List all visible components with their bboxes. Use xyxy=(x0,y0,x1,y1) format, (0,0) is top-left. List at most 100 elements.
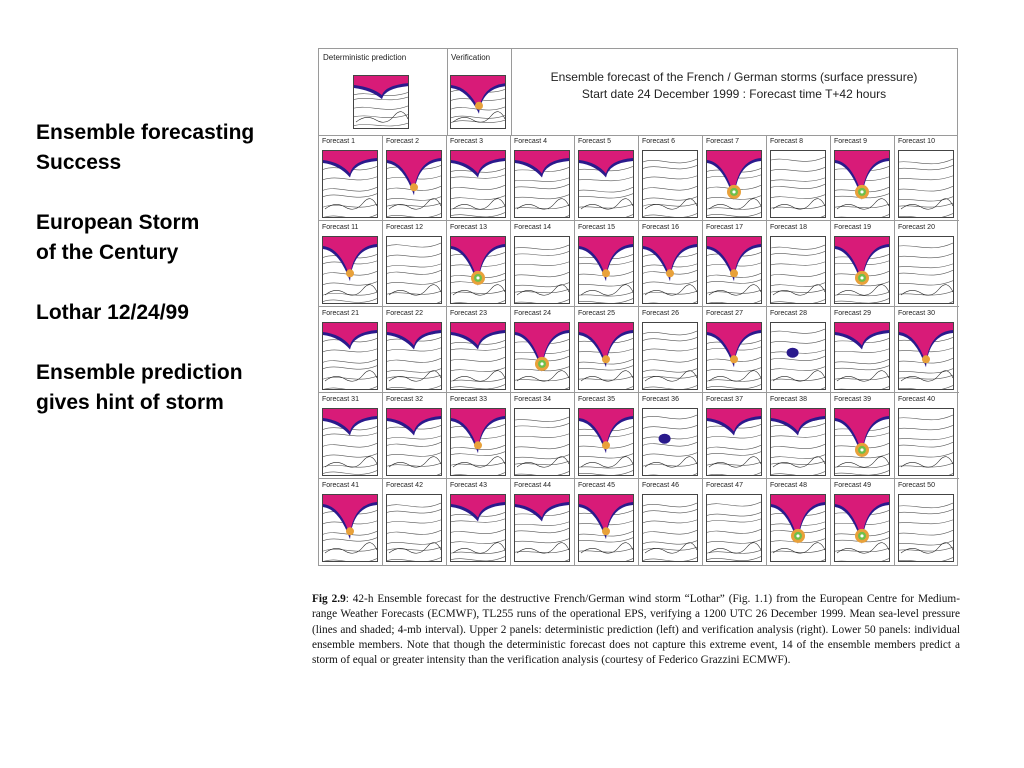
isobar-line xyxy=(451,185,505,190)
forecast-panel: Forecast 35 xyxy=(575,393,639,479)
forecast-map xyxy=(642,150,698,218)
isobar-line xyxy=(387,253,441,258)
isobar-line xyxy=(643,425,697,430)
forecast-map xyxy=(386,236,442,304)
coastline xyxy=(516,542,569,554)
isobar-line xyxy=(707,512,761,517)
forecast-panel: Forecast 41 xyxy=(319,479,383,565)
isobar-line xyxy=(323,203,377,208)
isobar-line xyxy=(643,337,697,342)
storm-center xyxy=(796,534,800,538)
coastline xyxy=(580,198,633,210)
isobar-line xyxy=(515,444,569,450)
isobar-line xyxy=(323,298,377,303)
isobar-line xyxy=(451,195,505,200)
isobar-line xyxy=(323,453,377,458)
isobar-line xyxy=(899,202,953,208)
forecast-panel-label: Forecast 9 xyxy=(834,138,868,145)
isobar-line xyxy=(323,281,377,286)
isobar-line xyxy=(323,537,377,542)
forecast-panel: Forecast 10 xyxy=(895,135,959,221)
forecast-panel-label: Forecast 38 xyxy=(770,396,807,403)
isobar-line xyxy=(451,367,505,372)
isobar-line xyxy=(643,196,697,201)
isobar-line xyxy=(387,509,441,514)
isobar-line xyxy=(771,156,825,162)
forecast-map xyxy=(642,494,698,562)
forecast-panel: Forecast 23 xyxy=(447,307,511,393)
forecast-panel: Forecast 26 xyxy=(639,307,703,393)
forecast-panel-label: Forecast 37 xyxy=(706,396,743,403)
isobar-line xyxy=(948,473,953,475)
isobar-line xyxy=(387,270,441,275)
coastline xyxy=(772,198,825,210)
forecast-panel-label: Forecast 25 xyxy=(578,310,615,317)
isobar-line xyxy=(643,452,697,457)
forecast-panel-label: Forecast 27 xyxy=(706,310,743,317)
isobar-line xyxy=(451,539,505,544)
forecast-panel: Forecast 34 xyxy=(511,393,575,479)
low-pressure-area xyxy=(515,495,569,518)
isobar-line xyxy=(835,348,889,353)
forecast-panel-label: Forecast 11 xyxy=(322,224,359,231)
isobar-line xyxy=(451,518,505,523)
isobar-line xyxy=(579,203,633,209)
low-pressure-area xyxy=(579,409,633,450)
forecast-map xyxy=(322,150,378,218)
coastline xyxy=(708,370,761,382)
forecast-panel-label: Forecast 8 xyxy=(770,138,804,145)
low-pressure-area xyxy=(835,151,889,196)
low-pressure-area xyxy=(451,323,505,346)
isobar-line xyxy=(387,540,441,545)
deterministic-panel: Deterministic prediction xyxy=(319,49,448,135)
forecast-panel-label: Forecast 36 xyxy=(642,396,679,403)
low-pressure-area xyxy=(707,237,761,278)
forecast-panel: Forecast 45 xyxy=(575,479,639,565)
forecast-map xyxy=(642,322,698,390)
isobar-line xyxy=(584,558,633,561)
isobar-line xyxy=(771,356,825,361)
isobar-line xyxy=(515,454,569,460)
forecast-panel: Forecast 11 xyxy=(319,221,383,307)
storm-core xyxy=(730,269,738,278)
forecast-panel-label: Forecast 6 xyxy=(642,138,676,145)
note-block-prediction: Ensemble prediction gives hint of storm xyxy=(36,358,316,418)
storm-core xyxy=(602,527,610,536)
note-prediction-line-2: gives hint of storm xyxy=(36,391,224,414)
note-storm-line-1: European Storm xyxy=(36,211,200,234)
isobar-line xyxy=(643,509,697,514)
isobar-line xyxy=(707,434,761,439)
coastline xyxy=(452,542,505,554)
forecast-panel-label: Forecast 31 xyxy=(322,396,359,403)
forecast-panel-label: Forecast 22 xyxy=(386,310,423,317)
coastline xyxy=(516,284,569,296)
forecast-panel-label: Forecast 44 xyxy=(514,482,551,489)
forecast-panel-label: Forecast 34 xyxy=(514,396,551,403)
forecast-map xyxy=(898,150,954,218)
isobar-line xyxy=(948,301,953,303)
isobar-line xyxy=(771,299,825,303)
isobar-line xyxy=(324,386,377,389)
coastline xyxy=(772,284,825,296)
forecast-panel: Forecast 18 xyxy=(767,221,831,307)
forecast-panel-label: Forecast 29 xyxy=(834,310,871,317)
forecast-panel: Forecast 21 xyxy=(319,307,383,393)
isobar-line xyxy=(323,470,377,475)
isobar-line xyxy=(643,414,697,420)
isobar-line xyxy=(451,445,505,450)
isobar-line xyxy=(323,193,377,198)
forecast-map xyxy=(386,150,442,218)
isobar-line xyxy=(579,187,633,193)
isobar-line xyxy=(771,244,825,250)
forecast-panel: Forecast 44 xyxy=(511,479,575,565)
forecast-panel-label: Forecast 10 xyxy=(898,138,935,145)
isobar-line xyxy=(452,300,505,303)
forecast-map xyxy=(514,408,570,476)
coastline xyxy=(644,542,697,554)
low-pressure-area xyxy=(835,409,889,454)
forecast-panel-label: Forecast 1 xyxy=(322,138,356,145)
isobar-line xyxy=(820,559,825,561)
low-pressure-area xyxy=(579,237,633,278)
forecast-panel: Forecast 29 xyxy=(831,307,895,393)
coastline xyxy=(355,111,408,123)
